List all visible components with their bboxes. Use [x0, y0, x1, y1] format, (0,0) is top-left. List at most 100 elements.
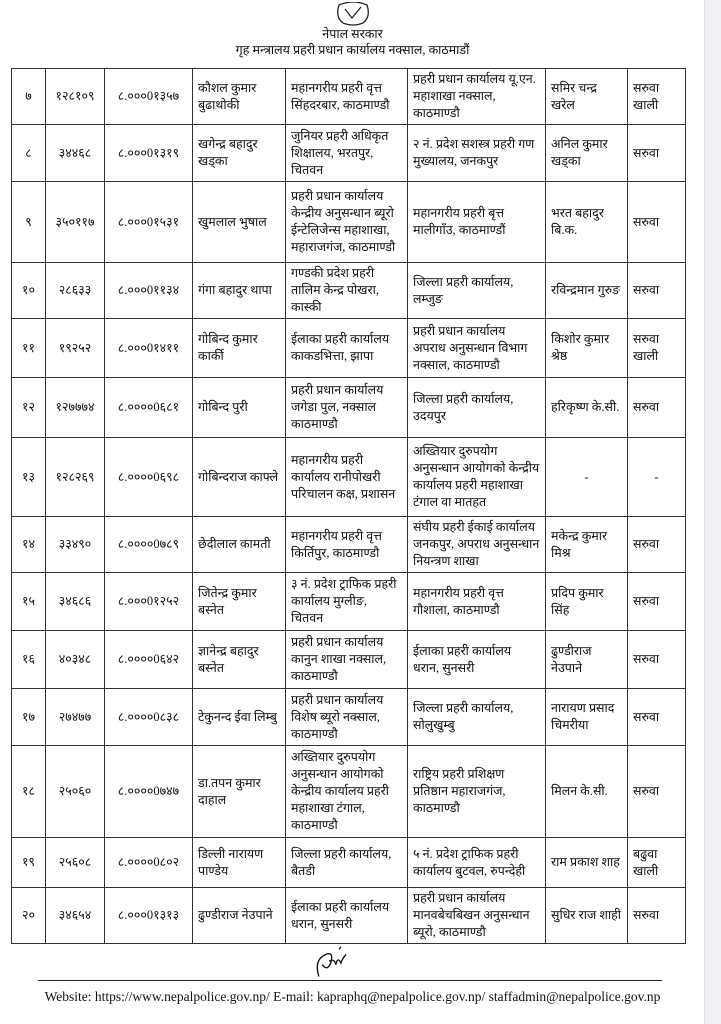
employee-name: छेदीलाल कामती — [192, 516, 286, 573]
code-number: ८.०००0१२५२ — [104, 572, 193, 631]
police-id: २८६३३ — [45, 262, 105, 319]
replacement-name: - — [545, 437, 628, 517]
serial-number: ७ — [11, 68, 46, 125]
police-id: ४०३४८ — [45, 630, 105, 689]
code-number: ८.००००0६८१ — [104, 377, 193, 438]
table-row: १० २८६३३ ८.०००0११३४ गंगा बहादुर थापा गण्डकी … — [11, 262, 686, 319]
police-id: ३४६५४ — [45, 887, 105, 944]
transfer-office: प्रहरी प्रधान कार्यालय मानवबेचबिखन अनुसन… — [407, 887, 546, 944]
replacement-name: हरिकृष्ण के.सी. — [545, 377, 628, 438]
page-footer: Website: https://www.nepalpolice.gov.np/… — [0, 944, 705, 1010]
replacement-name: अनिल कुमार खड्का — [545, 124, 628, 182]
replacement-name: मिलन के.सी. — [545, 745, 628, 838]
transfer-office: जिल्ला प्रहरी कार्यालय, सोलुखुम्बु — [407, 688, 546, 746]
police-id: १९२५२ — [45, 318, 105, 378]
police-id: २५०६० — [45, 745, 105, 838]
remark: सरुवा — [627, 262, 686, 319]
current-office: प्रहरी प्रधान कार्यालय जगेडा पुल, नक्साल… — [285, 377, 408, 438]
current-office: प्रहरी प्रधान कार्यालय कानुन शाखा नक्साल… — [285, 630, 408, 689]
replacement-name: प्रदिप कुमार सिंह — [545, 572, 628, 631]
transfer-office: जिल्ला प्रहरी कार्यालय, लम्जुङ — [407, 262, 546, 319]
transfer-office: प्रहरी प्रधान कार्यालय यू.एन. महाशाखा नक… — [407, 68, 546, 125]
code-number: ८.००००0६४२ — [104, 630, 193, 689]
employee-name: खगेन्द्र बहादुर खड्का — [192, 124, 286, 182]
code-number: ८.००००0७८९ — [104, 516, 193, 573]
table-row: १६ ४०३४८ ८.००००0६४२ ज्ञानेन्द्र बहादुर बस्न… — [11, 630, 686, 689]
remark: सरुवा — [627, 630, 686, 689]
police-id: ३३४९० — [45, 516, 105, 573]
current-office: महानगरीय प्रहरी कार्यालय रानीपोखरी परिचा… — [285, 437, 408, 517]
table-row: २० ३४६५४ ८.०००0१३१३ ढुण्डीराज नेउपाने ईलाका … — [11, 887, 686, 944]
serial-number: १० — [11, 262, 46, 319]
code-number: ८.०००0१३१९ — [104, 124, 193, 182]
transfer-office: जिल्ला प्रहरी कार्यालय, उदयपुर — [407, 377, 546, 438]
replacement-name: राम प्रकाश शाह — [545, 837, 628, 888]
employee-name: ज्ञानेन्द्र बहादुर बस्नेत — [192, 630, 286, 689]
serial-number: १९ — [11, 837, 46, 888]
replacement-name: ढुण्डीराज नेउपाने — [545, 630, 628, 689]
table-row: ८ ३४४६८ ८.०००0१३१९ खगेन्द्र बहादुर खड्का जुन… — [11, 124, 686, 182]
table-row: ९ ३५०११७ ८.०००0१५३१ खुमलाल भुषाल प्रहरी प्रध… — [11, 181, 686, 263]
footer-contact: Website: https://www.nepalpolice.gov.np/… — [44, 989, 661, 1004]
serial-number: १२ — [11, 377, 46, 438]
serial-number: १३ — [11, 437, 46, 517]
transfer-office: महानगरीय प्रहरी बृत्त मालीगाँउ, काठमाण्ड… — [407, 181, 546, 263]
remark: सरुवा — [627, 572, 686, 631]
police-id: ३४६८६ — [45, 572, 105, 631]
replacement-name: समिर चन्द्र खरेल — [545, 68, 628, 125]
transfer-office: अख्तियार दुरुपयोग अनुसन्धान आयोगको केन्द… — [407, 437, 546, 517]
remark: बढुवा खाली — [627, 837, 686, 888]
serial-number: ११ — [11, 318, 46, 378]
table-row: १७ २७४७७ ८.००००0८३८ टेकुनन्द ईवा लिम्बु प्रह… — [11, 688, 686, 746]
police-id: १२८१०९ — [45, 68, 105, 125]
remark: सरुवा — [627, 377, 686, 438]
table-row: १५ ३४६८६ ८.०००0१२५२ जितेन्द्र कुमार बस्नेत ३… — [11, 572, 686, 631]
code-number: ८.०००0१५३१ — [104, 181, 193, 263]
code-number: ८.००००0६९८ — [104, 437, 193, 517]
code-number: ८.०००0१४११ — [104, 318, 193, 378]
transfer-office: २ नं. प्रदेश सशस्त्र प्रहरी गण मुख्यालय,… — [407, 124, 546, 182]
transfer-office: प्रहरी प्रधान कार्यालय अपराध अनुसन्धान व… — [407, 318, 546, 378]
table-row: ७ १२८१०९ ८.०००0१३५७ कौशल कुमार बुढाथोकी महान… — [11, 68, 686, 125]
police-id: ३४४६८ — [45, 124, 105, 182]
transfer-office: संघीय प्रहरी ईकाई कार्यालय जनकपुर, अपराध… — [407, 516, 546, 573]
employee-name: जितेन्द्र कुमार बस्नेत — [192, 572, 286, 631]
current-office: प्रहरी प्रधान कार्यालय विशेष ब्यूरो नक्स… — [285, 688, 408, 746]
transfer-office: महानगरीय प्रहरी वृत्त गौशाला, काठमाण्डौ — [407, 572, 546, 631]
employee-name: कौशल कुमार बुढाथोकी — [192, 68, 286, 125]
government-stamp: नेपाल सरकार गृह मन्त्रालय प्रहरी प्रधान … — [0, 0, 705, 68]
police-id: १२७७७४ — [45, 377, 105, 438]
police-id: २५६०८ — [45, 837, 105, 888]
transfer-office: ५ नं. प्रदेश ट्राफिक प्रहरी कार्यालय बुट… — [407, 837, 546, 888]
replacement-name: भरत बहादुर बि.क. — [545, 181, 628, 263]
page-edge — [704, 0, 721, 1024]
replacement-name: मकेन्द्र कुमार मिश्र — [545, 516, 628, 573]
code-number: ८.०००0१३१३ — [104, 887, 193, 944]
current-office: गण्डकी प्रदेश प्रहरी तालिम केन्द्र पोखरा… — [285, 262, 408, 319]
current-office: जुनियर प्रहरी अधिकृत शिक्षालय, भरतपुर, च… — [285, 124, 408, 182]
serial-number: १६ — [11, 630, 46, 689]
stamp-text-body: गृह मन्त्रालय प्रहरी प्रधान कार्यालय नक्… — [235, 43, 470, 57]
police-id: ३५०११७ — [45, 181, 105, 263]
remark: सरुवा खाली — [627, 318, 686, 378]
current-office: ३ नं. प्रदेश ट्राफिक प्रहरी कार्यालय मुग… — [285, 572, 408, 631]
current-office: महानगरीय प्रहरी वृत्त सिंहदरबार, काठमाण्… — [285, 68, 408, 125]
remark: - — [627, 437, 686, 517]
footer-divider — [38, 980, 662, 981]
serial-number: १४ — [11, 516, 46, 573]
code-number: ८.०००0११३४ — [104, 262, 193, 319]
remark: सरुवा — [627, 688, 686, 746]
replacement-name: नारायण प्रसाद चिमरीया — [545, 688, 628, 746]
employee-name: ढुण्डीराज नेउपाने — [192, 887, 286, 944]
current-office: ईलाका प्रहरी कार्यालय काकडभित्ता, झापा — [285, 318, 408, 378]
serial-number: १५ — [11, 572, 46, 631]
employee-name: गोबिन्द पुरी — [192, 377, 286, 438]
employee-name: टेकुनन्द ईवा लिम्बु — [192, 688, 286, 746]
table-row: १३ १२८२६९ ८.००००0६९८ गोबिन्दराज काफ्ले महानग… — [11, 437, 686, 517]
remark: सरुवा — [627, 516, 686, 573]
employee-name: खुमलाल भुषाल — [192, 181, 286, 263]
table-row: ११ १९२५२ ८.०००0१४११ गोबिन्द कुमार कार्की ईला… — [11, 318, 686, 378]
current-office: प्रहरी प्रधान कार्यालय केन्द्रीय अनुसन्ध… — [285, 181, 408, 263]
employee-name: डिल्ली नारायण पाण्डेय — [192, 837, 286, 888]
replacement-name: सुधिर राज शाही — [545, 887, 628, 944]
